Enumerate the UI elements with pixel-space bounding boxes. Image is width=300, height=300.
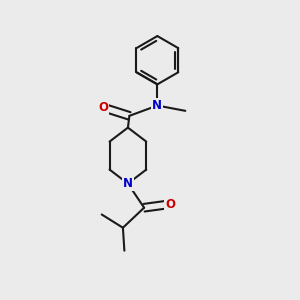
Text: O: O bbox=[98, 101, 109, 114]
Text: N: N bbox=[123, 177, 133, 190]
Text: O: O bbox=[165, 198, 175, 211]
Text: N: N bbox=[152, 99, 162, 112]
